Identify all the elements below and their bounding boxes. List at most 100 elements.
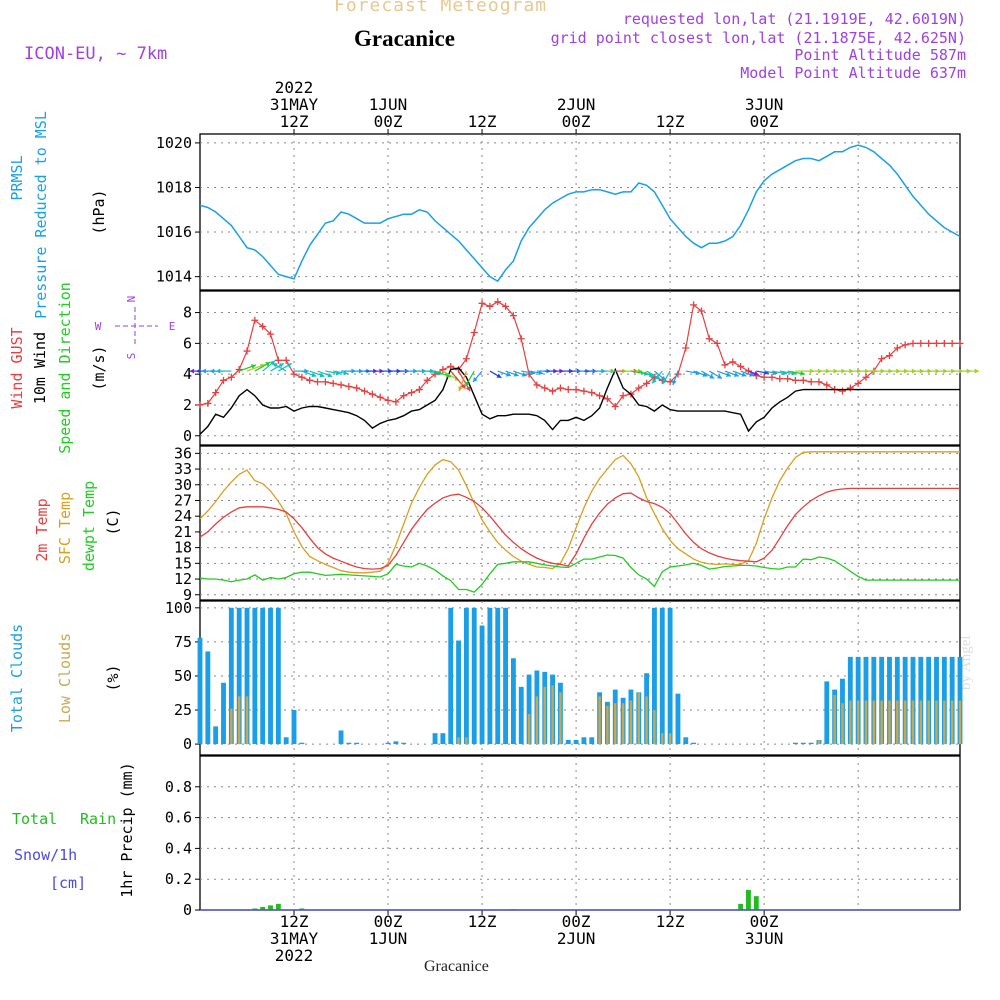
ytick-label: 8 (183, 304, 192, 322)
compass-n: N (125, 296, 138, 303)
gust-marker (940, 339, 948, 347)
top-time-label: 1JUN (369, 95, 408, 114)
gust-marker (917, 339, 925, 347)
wind-arrow-head (709, 374, 715, 379)
gust-marker (556, 384, 564, 392)
wind-arrow-head (648, 372, 654, 378)
wind-arrow-head (250, 364, 256, 369)
wind-direction-arrow (708, 370, 723, 379)
rain-bar (299, 908, 305, 910)
gust-marker (502, 302, 510, 310)
gust-marker (439, 366, 447, 374)
total-cloud-bar (244, 607, 250, 745)
compass-e: E (169, 320, 176, 333)
wind-arrow-head (265, 362, 271, 367)
ytick-label: 0.4 (165, 839, 192, 857)
total-cloud-bar (471, 607, 477, 745)
wind-arrow-head (651, 378, 657, 384)
wind-arrow-head (286, 363, 292, 368)
total-cloud-bar (934, 656, 939, 745)
ytick-label: 33 (174, 460, 192, 478)
total-cloud-bar (659, 607, 665, 745)
low-cloud-bar (880, 700, 883, 745)
low-cloud-bar (888, 700, 891, 745)
gust-marker (431, 370, 439, 378)
total-cloud-bar (691, 742, 697, 745)
low-cloud-bar (668, 733, 672, 745)
bottom-time-label: 1JUN (369, 929, 408, 948)
total-cloud-bar (463, 607, 469, 745)
wind-direction-arrow (262, 360, 276, 372)
total-cloud-bar (871, 656, 877, 745)
wind-direction-arrow (651, 370, 663, 384)
total-cloud-bar (808, 742, 814, 745)
low-cloud-bar (535, 696, 539, 745)
ytick-label: 0.2 (165, 870, 192, 888)
gust-marker (541, 384, 549, 392)
wind-arrow-head (753, 371, 759, 376)
gust-marker (368, 390, 376, 398)
total-cloud-bar (503, 607, 508, 745)
gust-marker (878, 355, 886, 363)
wind-arrow-head (327, 372, 333, 378)
gust-marker (470, 329, 478, 337)
gust-marker (791, 376, 799, 384)
total-cloud-bar (824, 681, 830, 745)
gust-marker (799, 376, 807, 384)
bottom-time-label: 12Z (656, 912, 685, 931)
ytick-label: 12 (174, 570, 192, 588)
wind-direction-arrow (662, 370, 671, 385)
total-cloud-bar (863, 656, 869, 745)
total-cloud-bar (887, 656, 892, 745)
wind-direction-arrow (309, 370, 325, 378)
wind-direction-arrow (215, 368, 232, 374)
ytick-label: 0 (183, 735, 192, 753)
total-cloud-bar (385, 742, 391, 745)
total-cloud-bar (487, 607, 493, 745)
gust-marker (760, 373, 768, 381)
product-title: Forecast Meteogram (334, 0, 548, 16)
total-clouds-label: Total Clouds (8, 624, 26, 732)
wind-arrow-head (672, 380, 677, 385)
low-cloud-bar (817, 740, 821, 745)
total-cloud-bar (565, 740, 571, 745)
wind-arrow-head (460, 383, 466, 389)
pressure-label-long: Pressure Reduced to MSL (32, 111, 50, 319)
gust-marker (282, 356, 290, 364)
total-cloud-bar (236, 607, 242, 745)
gust-marker (321, 378, 329, 386)
gust-marker (572, 386, 580, 394)
model-point-altitude: Model Point Altitude 637m (740, 64, 966, 82)
low-cloud-bar (543, 686, 546, 745)
wind-direction-arrow (278, 362, 292, 372)
low-cloud-bar (465, 737, 468, 745)
gust-marker (909, 339, 917, 347)
ytick-label: 27 (174, 491, 192, 509)
gust-marker (815, 378, 823, 386)
gust-marker (697, 307, 705, 315)
gust-marker (204, 399, 212, 407)
gust-marker (737, 362, 745, 370)
wind-arrow-head (343, 370, 349, 376)
gust-marker (956, 339, 964, 347)
low-clouds-label: Low Clouds (56, 633, 74, 723)
low-cloud-bar (614, 703, 617, 745)
low-cloud-bar (833, 695, 836, 745)
gridpoint-coords: grid point closest lon,lat (21.1875E, 42… (550, 29, 966, 47)
low-cloud-bar (606, 705, 609, 745)
wind-arrow-head (741, 372, 747, 377)
total-cloud-bar (221, 682, 226, 745)
low-cloud-bar (927, 700, 930, 745)
wind-direction-arrow (419, 368, 435, 374)
wind-direction-arrow (787, 370, 805, 376)
gust-marker (337, 381, 345, 389)
gust-marker (901, 341, 909, 349)
gust-marker (220, 376, 228, 384)
footer-location: Gracanice (424, 958, 489, 975)
wind-arrow-head (189, 368, 195, 374)
wind-direction-arrow (450, 370, 466, 390)
compass-s: S (125, 353, 138, 360)
gust-marker (392, 398, 400, 406)
gust-marker (705, 335, 713, 343)
gust-marker (345, 382, 353, 390)
